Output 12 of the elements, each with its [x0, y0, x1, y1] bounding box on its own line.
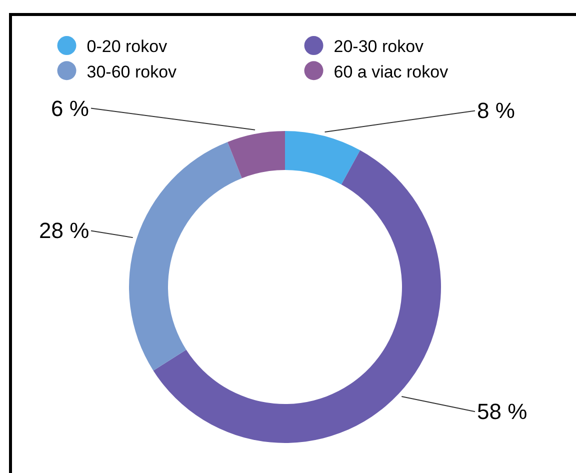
data-label: 28 % — [39, 218, 90, 243]
legend-label: 20-30 rokov — [334, 37, 424, 56]
data-label: 6 % — [51, 96, 89, 121]
data-label: 58 % — [477, 399, 528, 424]
data-label: 8 % — [477, 98, 515, 123]
donut-slice — [228, 131, 285, 178]
donut-slice — [285, 131, 360, 184]
legend-label: 0-20 rokov — [86, 37, 168, 56]
legend-label: 60 a viac rokov — [334, 62, 449, 82]
legend-label: 30-60 rokov — [86, 62, 178, 82]
donut-slice — [153, 150, 441, 443]
donut-slice — [129, 142, 242, 371]
